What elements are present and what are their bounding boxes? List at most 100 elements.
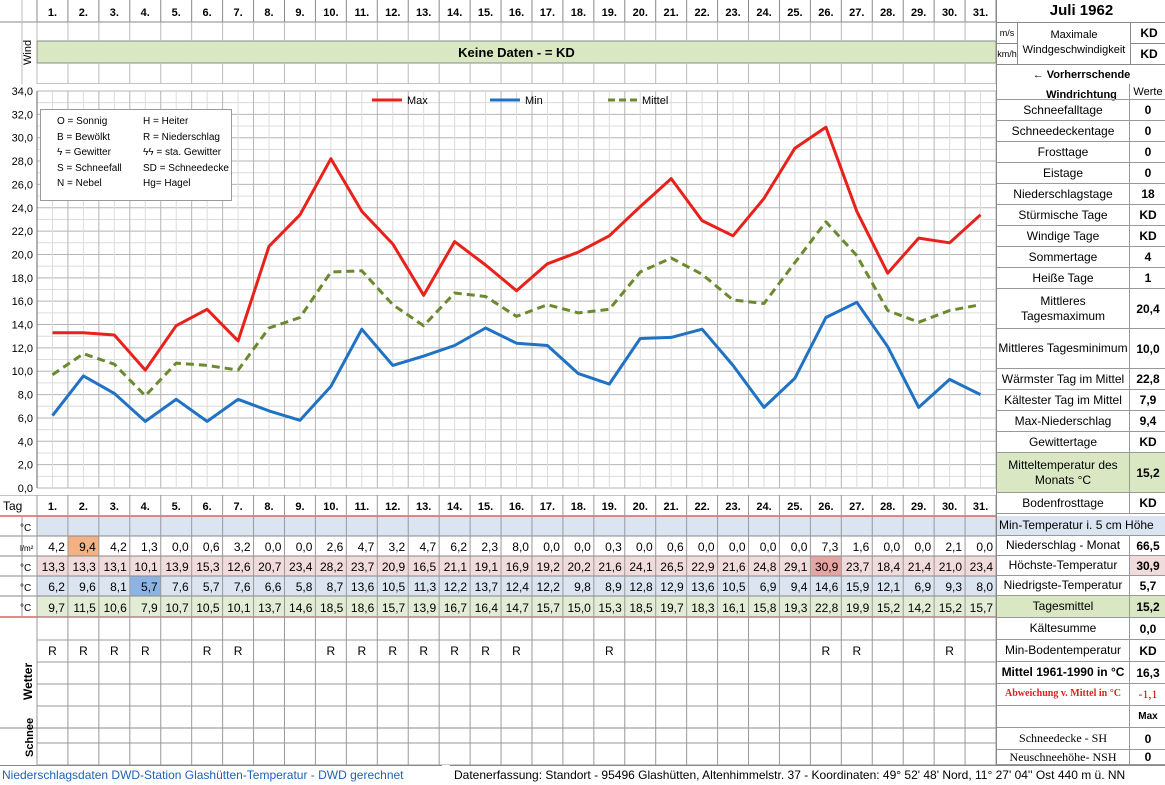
summary-label: Niedrigste-Temperatur [997, 578, 1129, 593]
precip-cell: 0,6 [203, 540, 220, 554]
summary-label: Min-Bodentemperatur [997, 643, 1129, 658]
weather-cell: R [357, 644, 366, 658]
mean-temp-cell: 18,6 [351, 601, 375, 615]
footer-location: Datenerfassung: Standort - 95496 Glashüt… [450, 765, 1165, 785]
y-tick-label: 6,0 [18, 413, 33, 425]
precip-cell: 4,7 [358, 540, 375, 554]
table-day-label: 27. [849, 501, 864, 513]
min-temp-cell: 6,9 [914, 580, 931, 594]
max-temp-cell: 20,9 [382, 560, 406, 574]
table-day-label: 10. [323, 501, 338, 513]
mean-temp-cell: 15,7 [537, 601, 561, 615]
mean-temp-cell: 15,2 [939, 601, 963, 615]
min-temp-cell: 15,9 [846, 580, 870, 594]
y-tick-label: 20,0 [12, 249, 33, 261]
precip-cell: 0,0 [914, 540, 931, 554]
max-temp-cell: 16,5 [413, 560, 437, 574]
table-day-label: 30. [942, 501, 957, 513]
unit-label: °C [20, 603, 31, 614]
precip-cell: 1,3 [141, 540, 158, 554]
summary-label: Niederschlag - Monat [997, 538, 1129, 553]
stat-value: 7,9 [1129, 390, 1165, 410]
table-day-label: 26. [818, 501, 833, 513]
weather-cell: R [481, 644, 490, 658]
max-wind-ms: KD [1130, 22, 1165, 44]
mean-temp-cell: 13,7 [258, 601, 282, 615]
day-header-label: 5. [172, 7, 181, 19]
weather-cell: R [388, 644, 397, 658]
max-temp-cell: 19,1 [475, 560, 499, 574]
stat-label: Frosttage [997, 145, 1129, 160]
stat-label: Schneedeckentage [997, 124, 1129, 139]
table-day-label: 24. [756, 501, 771, 513]
min-temp-cell: 5,7 [141, 580, 158, 594]
weather-cell: R [822, 644, 831, 658]
table-day-label: 5. [172, 501, 181, 513]
y-tick-label: 16,0 [12, 296, 33, 308]
table-day-label: 29. [911, 501, 926, 513]
summary-value: 5,7 [1129, 576, 1165, 595]
stat-label: Eistage [997, 166, 1129, 181]
mean-temp-cell: 18,3 [691, 601, 715, 615]
min-temp-cell: 7,6 [172, 580, 189, 594]
summary-label: Mittel 1961-1990 in °C [997, 665, 1129, 680]
summary-value: KD [1129, 640, 1165, 661]
summary-row: Max [997, 706, 1165, 728]
y-tick-label: 18,0 [12, 273, 33, 285]
stat-value: 15,2 [1129, 453, 1165, 492]
legend-box-entry: SD = Schneedecke [143, 163, 229, 174]
summary-value: Max [1129, 706, 1165, 727]
day-header-label: 7. [233, 7, 242, 19]
mean-temp-cell: 22,8 [815, 601, 839, 615]
table-day-label: 25. [787, 501, 802, 513]
summary-label: Höchste-Temperatur [997, 558, 1129, 573]
unit-kmh: km/h [997, 43, 1018, 65]
y-tick-label: 28,0 [12, 156, 33, 168]
precip-cell: 8,0 [512, 540, 529, 554]
legend-entry: Min [525, 95, 543, 107]
max-temp-cell: 21,6 [598, 560, 622, 574]
min-temp-cell: 5,8 [296, 580, 313, 594]
stat-value: 0 [1129, 142, 1165, 162]
min-temp-cell: 12,2 [444, 580, 468, 594]
legend-box-entry: O = Sonnig [57, 116, 107, 127]
stat-value: 22,8 [1129, 369, 1165, 389]
stat-value: KD [1129, 205, 1165, 225]
day-header-label: 6. [203, 7, 212, 19]
month-title: Juli 1962 [997, 0, 1165, 22]
summary-label: Neuschneehöhe- NSH [997, 750, 1129, 765]
precip-cell: 0,0 [574, 540, 591, 554]
table-day-label: 16. [509, 501, 524, 513]
max-temp-cell: 13,9 [165, 560, 189, 574]
precip-cell: 2,3 [481, 540, 498, 554]
daily-table: Tag°Cl/m²°C°C°CWetterSchnee1.2.3.4.5.6.7… [0, 495, 996, 765]
precip-cell: 4,7 [419, 540, 436, 554]
day-header-label: 25. [787, 7, 802, 19]
legend-box-entry: ϟϟ = sta. Gewitter [143, 147, 221, 158]
min-temp-cell: 12,2 [537, 580, 561, 594]
max-temp-cell: 23,7 [351, 560, 375, 574]
min-temp-cell: 8,0 [976, 580, 993, 594]
min-temp-cell: 8,9 [605, 580, 622, 594]
day-header-label: 1. [48, 7, 57, 19]
summary-label: Abweichung v. Mittel in °C [997, 688, 1129, 701]
precip-cell: 3,2 [234, 540, 251, 554]
precip-cell: 0,0 [760, 540, 777, 554]
max-temp-cell: 24,1 [629, 560, 653, 574]
mean-temp-cell: 18,5 [320, 601, 344, 615]
legend-entry: Max [407, 95, 428, 107]
weather-cell: R [945, 644, 954, 658]
mean-temp-cell: 14,2 [908, 601, 932, 615]
precip-cell: 0,0 [729, 540, 746, 554]
table-day-label: 9. [295, 501, 304, 513]
summary-label: Schneedecke - SH [997, 731, 1129, 746]
